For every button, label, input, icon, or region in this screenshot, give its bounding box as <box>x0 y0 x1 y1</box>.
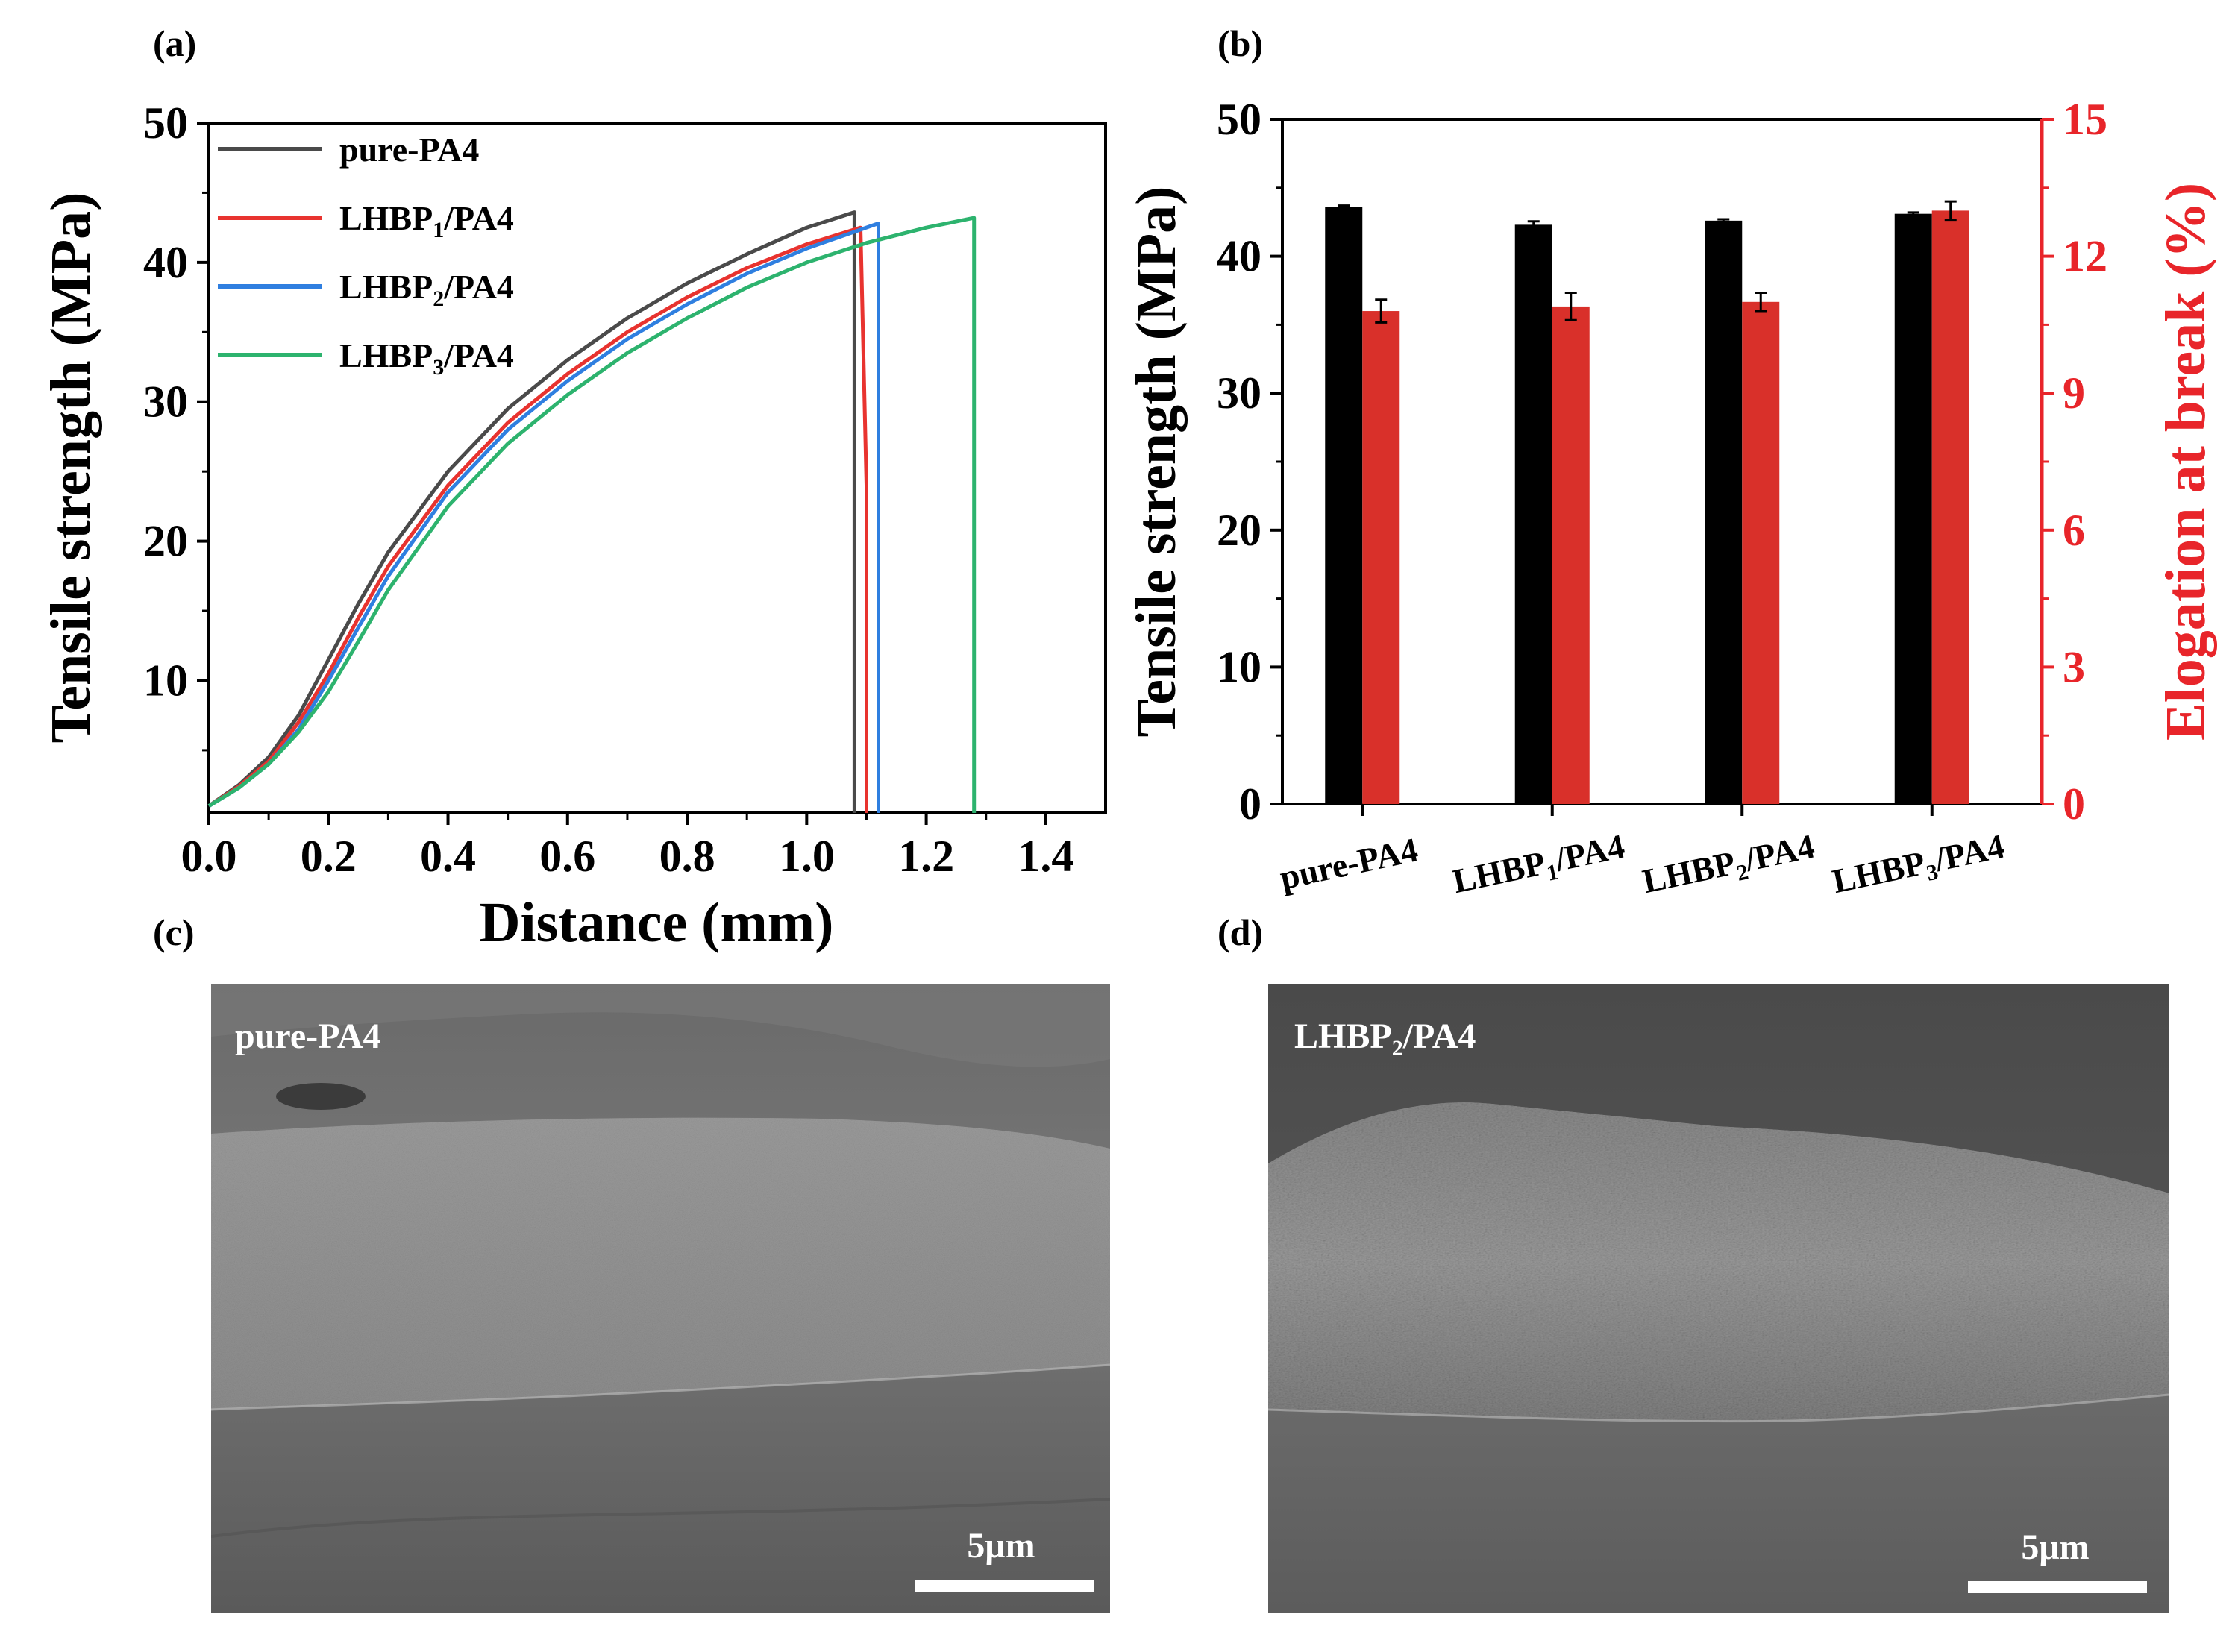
chart-b-bar-LHBP1/PA4-tensile <box>1514 224 1552 804</box>
chart-a-legend-label-2: LHBP1/PA4 <box>339 199 514 242</box>
chart-a-line-series-1 <box>207 210 856 813</box>
chart-a-xtick-label: 1.4 <box>1018 832 1073 881</box>
chart-a-xtick-label: 1.0 <box>779 832 835 881</box>
chart-a-xtick-label: 0.6 <box>539 832 595 881</box>
chart-a-ylabel: Tensile strength (MPa) <box>40 192 102 744</box>
chart-b-category-label: LHBP1/PA4 <box>1449 827 1629 905</box>
chart-b-ytick-label: 40 <box>1217 232 1261 281</box>
chart-a-legend-label-4: LHBP3/PA4 <box>339 336 514 380</box>
panel-label-d: (d) <box>1217 911 1263 953</box>
chart-b-y2tick-label: 12 <box>2063 232 2107 281</box>
chart-b-bar-LHBP2/PA4-elongation <box>1742 301 1780 804</box>
chart-b-bar-LHBP3/PA4-elongation <box>1931 210 1969 804</box>
chart-b-y2tick-label: 3 <box>2063 642 2085 691</box>
sem-d-scale-label: 5μm <box>2021 1527 2089 1567</box>
chart-b-ytick-label: 50 <box>1217 95 1261 144</box>
chart-a-xtick-label: 0.2 <box>301 832 357 881</box>
sem-c-label: pure-PA4 <box>235 1017 381 1056</box>
chart-a-legend-label-1: pure-PA4 <box>339 131 479 169</box>
chart-b-ytick-label: 0 <box>1239 779 1261 829</box>
sem-c-scale-bar <box>915 1580 1094 1592</box>
chart-a-ytick-label: 40 <box>143 238 188 287</box>
sem-image-pure-pa4 <box>211 984 1110 1613</box>
chart-b-y2tick-label: 6 <box>2063 506 2085 555</box>
chart-b-ytick-label: 20 <box>1217 506 1261 555</box>
chart-a-ytick-label: 30 <box>143 377 188 427</box>
chart-b-y2label: Elogation at break (%) <box>2154 183 2217 741</box>
chart-b-category-label: pure-PA4 <box>1276 830 1421 896</box>
chart-a-ytick-label: 50 <box>143 98 188 148</box>
chart-b-category-label: LHBP2/PA4 <box>1639 827 1819 905</box>
chart-b-y2tick-label: 15 <box>2063 95 2107 144</box>
sem-image-lhbp2-pa4 <box>1268 984 2169 1613</box>
chart-a-xtick-label: 0.4 <box>420 832 476 881</box>
chart-a-xlabel: Distance (mm) <box>480 891 834 954</box>
chart-a-xtick-label: 0.8 <box>659 832 715 881</box>
sem-d-scale-bar <box>1968 1581 2147 1593</box>
chart-b-y2tick-label: 0 <box>2063 779 2085 829</box>
chart-b-bar-pure-PA4-elongation <box>1362 311 1400 804</box>
chart-a-legend: pure-PA4 LHBP1/PA4 LHBP2/PA4 LHBP3/PA4 <box>218 131 514 380</box>
chart-b-ytick-label: 10 <box>1217 642 1261 691</box>
chart-b-ytick-label: 30 <box>1217 368 1261 418</box>
chart-a-legend-label-3: LHBP2/PA4 <box>339 268 514 311</box>
chart-b-y2tick-label: 9 <box>2063 368 2085 418</box>
chart-a-line-series-3 <box>207 222 880 813</box>
sem-c-scale-label: 5μm <box>967 1526 1035 1565</box>
sem-d-label: LHBP2/PA4 <box>1294 1017 1476 1061</box>
chart-b-bar-LHBP2/PA4-tensile <box>1705 220 1743 804</box>
chart-a-ytick-label: 20 <box>143 517 188 566</box>
chart-a-frame <box>207 122 1107 814</box>
chart-a: 0.0 0.2 0.4 0.6 0.8 1.0 1.2 1.4 10 20 30 40 50 Dista… <box>40 98 1107 954</box>
chart-a-xtick-label: 0.0 <box>181 832 237 881</box>
chart-b-bar-pure-PA4-tensile <box>1325 207 1363 804</box>
chart-b-category-label: LHBP3/PA4 <box>1829 827 2009 905</box>
chart-b-ylabel: Tensile strength (MPa) <box>1125 186 1188 738</box>
panel-label-b: (b) <box>1217 22 1263 64</box>
chart-a-line-series-4 <box>207 216 977 813</box>
chart-a-xtick-label: 1.2 <box>898 832 954 881</box>
chart-b-bar-LHBP1/PA4-elongation <box>1552 306 1590 804</box>
chart-b-bar-LHBP3/PA4-tensile <box>1894 213 1932 805</box>
chart-a-line-series-2 <box>207 225 868 813</box>
panel-label-c: (c) <box>153 911 195 953</box>
panel-label-a: (a) <box>153 22 196 64</box>
chart-a-ytick-label: 10 <box>143 656 188 705</box>
